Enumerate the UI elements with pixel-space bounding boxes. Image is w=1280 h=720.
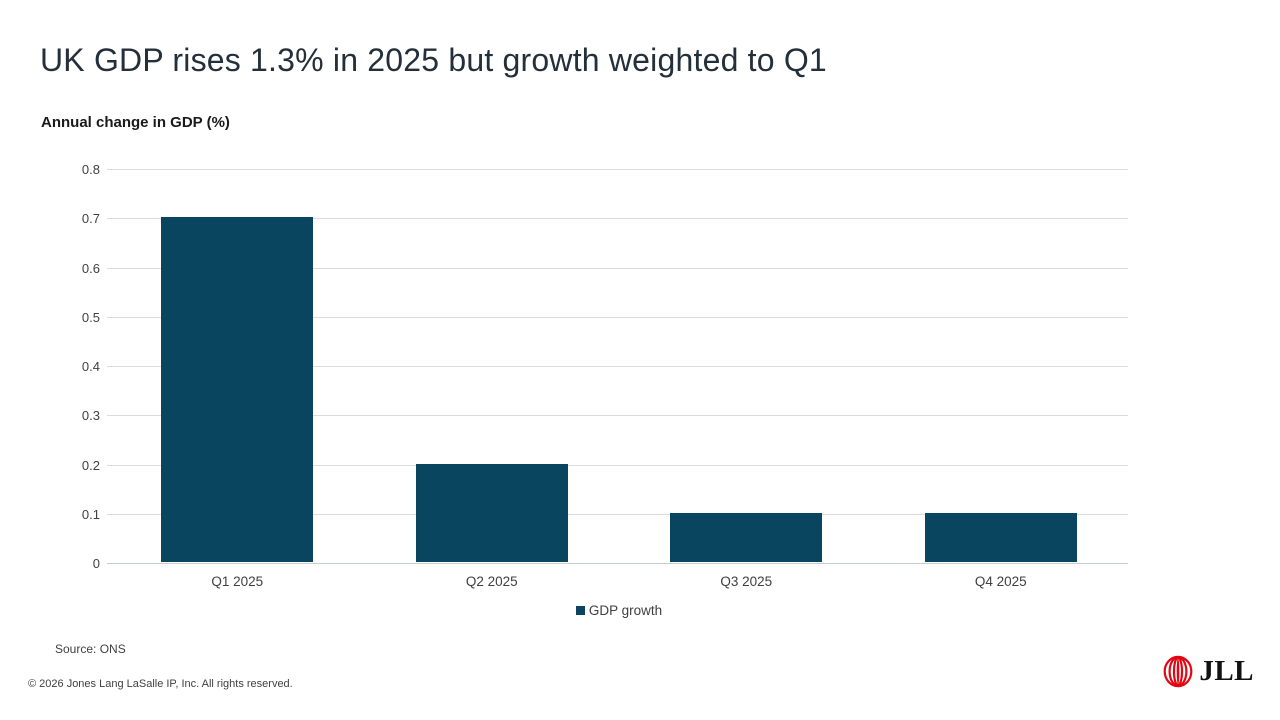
y-axis-tick-label: 0.4	[81, 359, 100, 374]
y-axis-tick-label: 0.7	[81, 211, 100, 227]
x-axis-label: Q1 2025	[211, 574, 264, 589]
bar-q3-2025	[670, 512, 823, 562]
bar-q1-2025	[161, 217, 314, 562]
gridline	[107, 513, 1128, 515]
gridline	[107, 415, 1128, 417]
chart-title: Annual change in GDP (%)	[41, 114, 230, 131]
y-axis-tick-label: 0	[92, 556, 100, 571]
copyright-note: © 2026 Jones Lang LaSalle IP, Inc. All r…	[28, 678, 293, 690]
source-note: Source: ONS	[55, 642, 126, 656]
gridline	[107, 218, 1128, 220]
gridline	[107, 563, 1128, 564]
x-axis-label: Q3 2025	[720, 574, 773, 589]
x-axis-label: Q2 2025	[465, 574, 518, 589]
jll-logo: JLL	[1163, 655, 1254, 688]
bar-chart-plot-area: 0 0.1 0.2 0.3 0.4 0.5 0.6 0.7 0.8 Q1 2025 Q2 2025 Q…	[82, 163, 1128, 589]
jll-logo-text: JLL	[1199, 655, 1254, 687]
bar-q2-2025	[415, 463, 568, 562]
y-axis-tick-label: 0.6	[81, 260, 100, 276]
y-axis-tick-label: 0.8	[81, 162, 100, 177]
y-axis-tick-label: 0.1	[81, 506, 100, 522]
gridline	[107, 169, 1128, 170]
y-axis-tick-label: 0.3	[81, 408, 100, 424]
chart-legend: GDP growth	[110, 603, 1128, 618]
gridline	[107, 316, 1128, 318]
gridline	[107, 464, 1128, 466]
jll-globe-icon	[1163, 655, 1193, 688]
legend-label: GDP growth	[588, 603, 663, 618]
y-axis-tick-label: 0.2	[81, 457, 100, 473]
gridline	[107, 267, 1128, 269]
page-title: UK GDP rises 1.3% in 2025 but growth wei…	[40, 42, 827, 78]
legend-swatch-icon	[575, 606, 585, 615]
bar-q4-2025	[924, 512, 1077, 562]
gridline	[107, 366, 1128, 367]
x-axis-label: Q4 2025	[974, 574, 1027, 589]
y-axis-tick-label: 0.5	[81, 309, 100, 325]
